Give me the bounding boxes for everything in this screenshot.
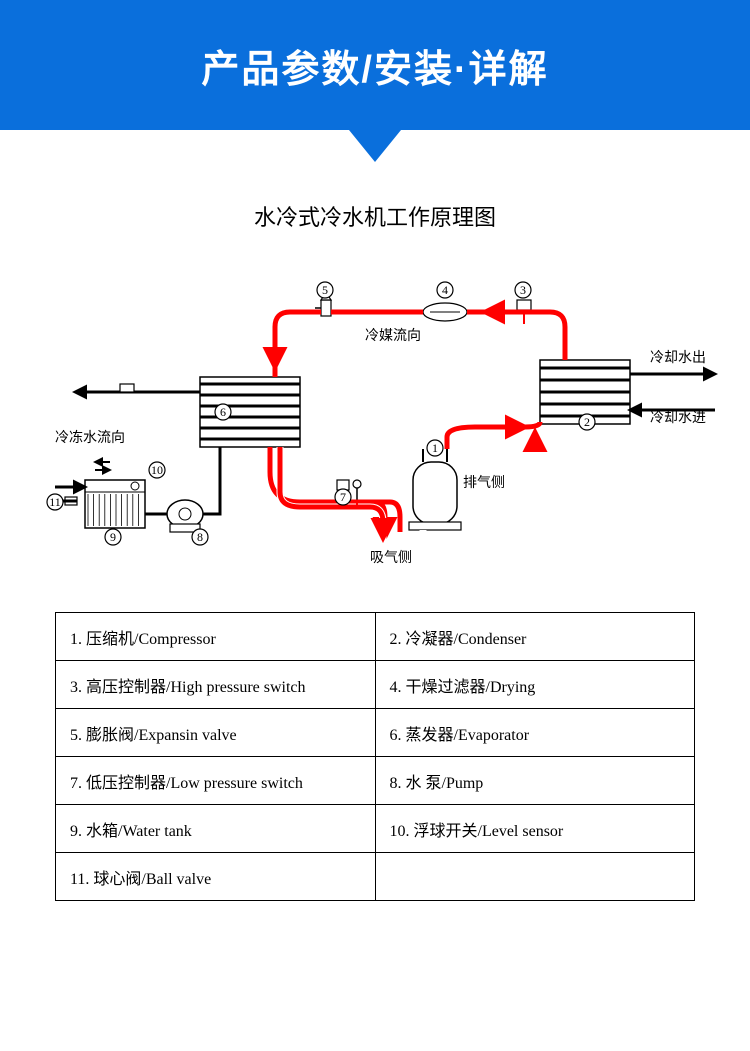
svg-text:3: 3 xyxy=(520,283,526,297)
svg-text:4: 4 xyxy=(442,283,448,297)
svg-text:1: 1 xyxy=(432,441,438,455)
svg-text:9: 9 xyxy=(110,530,116,544)
svg-text:6: 6 xyxy=(220,405,226,419)
banner-title: 产品参数/安装·详解 xyxy=(201,38,548,93)
legend-cell: 10. 浮球开关/Level sensor xyxy=(375,805,695,853)
svg-text:冷却水进: 冷却水进 xyxy=(650,410,706,426)
legend-cell: 3. 高压控制器/High pressure switch xyxy=(56,661,376,709)
legend-table: 1. 压缩机/Compressor2. 冷凝器/Condenser3. 高压控制… xyxy=(55,612,695,901)
svg-text:排气侧: 排气侧 xyxy=(463,475,505,491)
svg-text:11: 11 xyxy=(49,495,61,509)
legend-cell: 5. 膨胀阀/Expansin valve xyxy=(56,709,376,757)
arrow-down-icon xyxy=(349,130,401,162)
legend-cell: 4. 干燥过滤器/Drying xyxy=(375,661,695,709)
legend-cell: 7. 低压控制器/Low pressure switch xyxy=(56,757,376,805)
svg-text:5: 5 xyxy=(322,283,328,297)
svg-text:7: 7 xyxy=(340,490,346,504)
legend-cell: 8. 水 泵/Pump xyxy=(375,757,695,805)
banner: 产品参数/安装·详解 xyxy=(0,0,750,130)
legend-cell: 9. 水箱/Water tank xyxy=(56,805,376,853)
legend-cell xyxy=(375,853,695,901)
legend-cell: 11. 球心阀/Ball valve xyxy=(56,853,376,901)
diagram-subtitle: 水冷式冷水机工作原理图 xyxy=(0,200,750,232)
svg-text:冷媒流向: 冷媒流向 xyxy=(365,328,421,344)
svg-text:吸气侧: 吸气侧 xyxy=(370,550,412,566)
svg-text:10: 10 xyxy=(151,463,163,477)
svg-text:冷却水出: 冷却水出 xyxy=(650,350,706,366)
svg-text:冷冻水流向: 冷冻水流向 xyxy=(55,429,125,446)
schematic-diagram: 冷媒流向冷却水出冷却水进冷冻水流向排气侧吸气侧 1 2 3 4 5 6 7 8 9 10 11 xyxy=(25,262,725,582)
legend-cell: 1. 压缩机/Compressor xyxy=(56,613,376,661)
legend-cell: 2. 冷凝器/Condenser xyxy=(375,613,695,661)
svg-text:8: 8 xyxy=(197,530,203,544)
legend-cell: 6. 蒸发器/Evaporator xyxy=(375,709,695,757)
svg-text:2: 2 xyxy=(584,415,590,429)
